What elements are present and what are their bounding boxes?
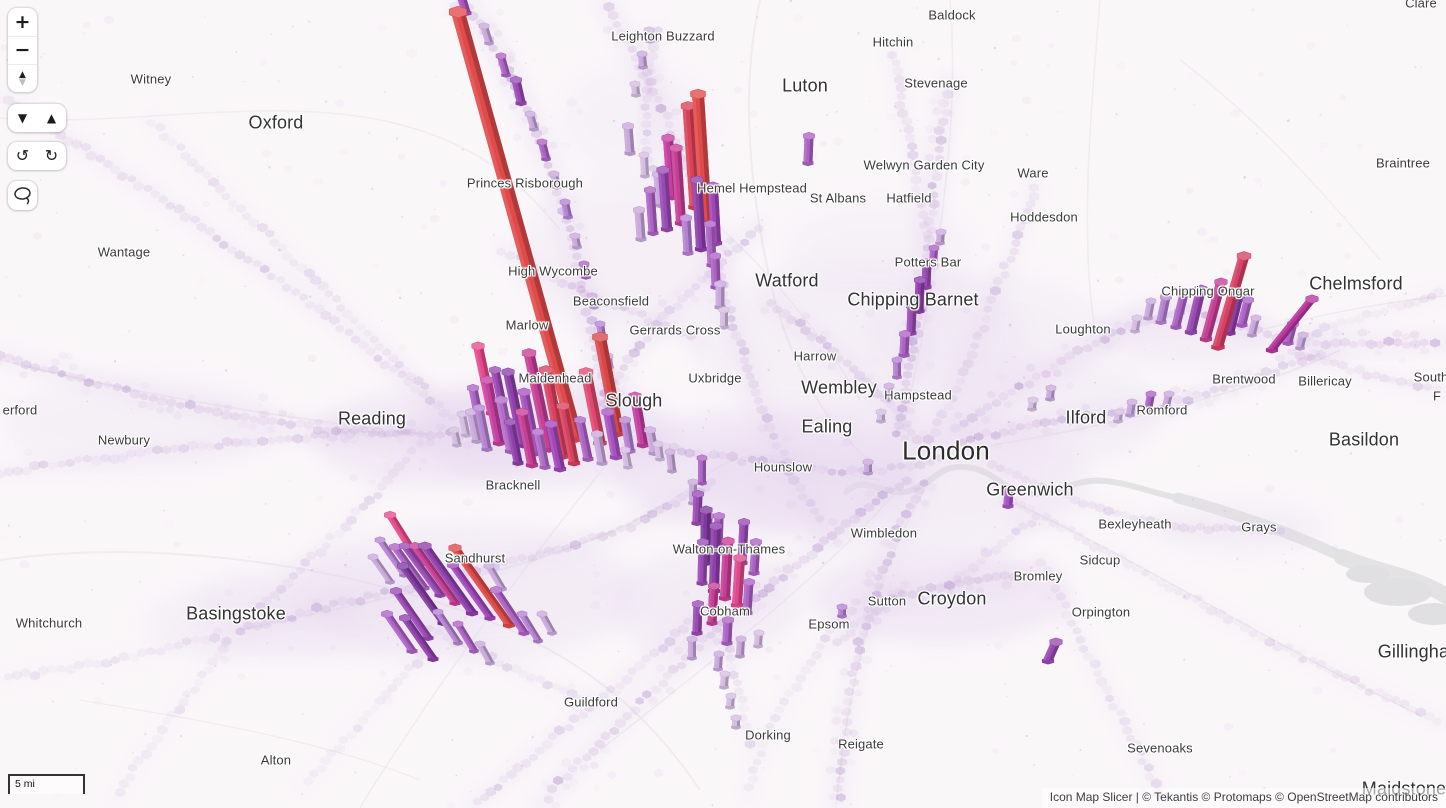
zoom-in-button[interactable]: + — [8, 8, 37, 36]
compass-up-icon: ▲ — [19, 69, 26, 80]
compass-down-icon: ▼ — [19, 77, 26, 88]
lasso-icon — [13, 187, 31, 205]
zoom-out-button[interactable]: − — [8, 36, 37, 64]
pitch-down-button[interactable]: ▼ — [8, 104, 37, 132]
pitch-up-button[interactable]: ▲ — [37, 104, 66, 132]
attribution[interactable]: Icon Map Slicer | © Tekantis © Protomaps… — [1041, 788, 1446, 808]
pitch-control-group: ▼ ▲ — [8, 104, 66, 132]
hexbin-columns-layer — [367, 0, 1319, 730]
rotate-control-group: ↺ ↻ — [8, 142, 66, 170]
rotate-ccw-button[interactable]: ↺ — [8, 142, 37, 170]
hex-noise-layer — [0, 8, 1446, 808]
compass-pitch-reset-button[interactable]: ▲ ▼ — [8, 64, 37, 92]
zoom-control-group: + − ▲ ▼ — [8, 8, 37, 92]
scale-bar: 5 mi — [8, 774, 85, 794]
lasso-control-group — [8, 181, 37, 210]
lasso-select-button[interactable] — [8, 181, 37, 209]
basemap-dots-layer — [3, 0, 1442, 807]
rotate-cw-button[interactable]: ↻ — [37, 142, 66, 170]
